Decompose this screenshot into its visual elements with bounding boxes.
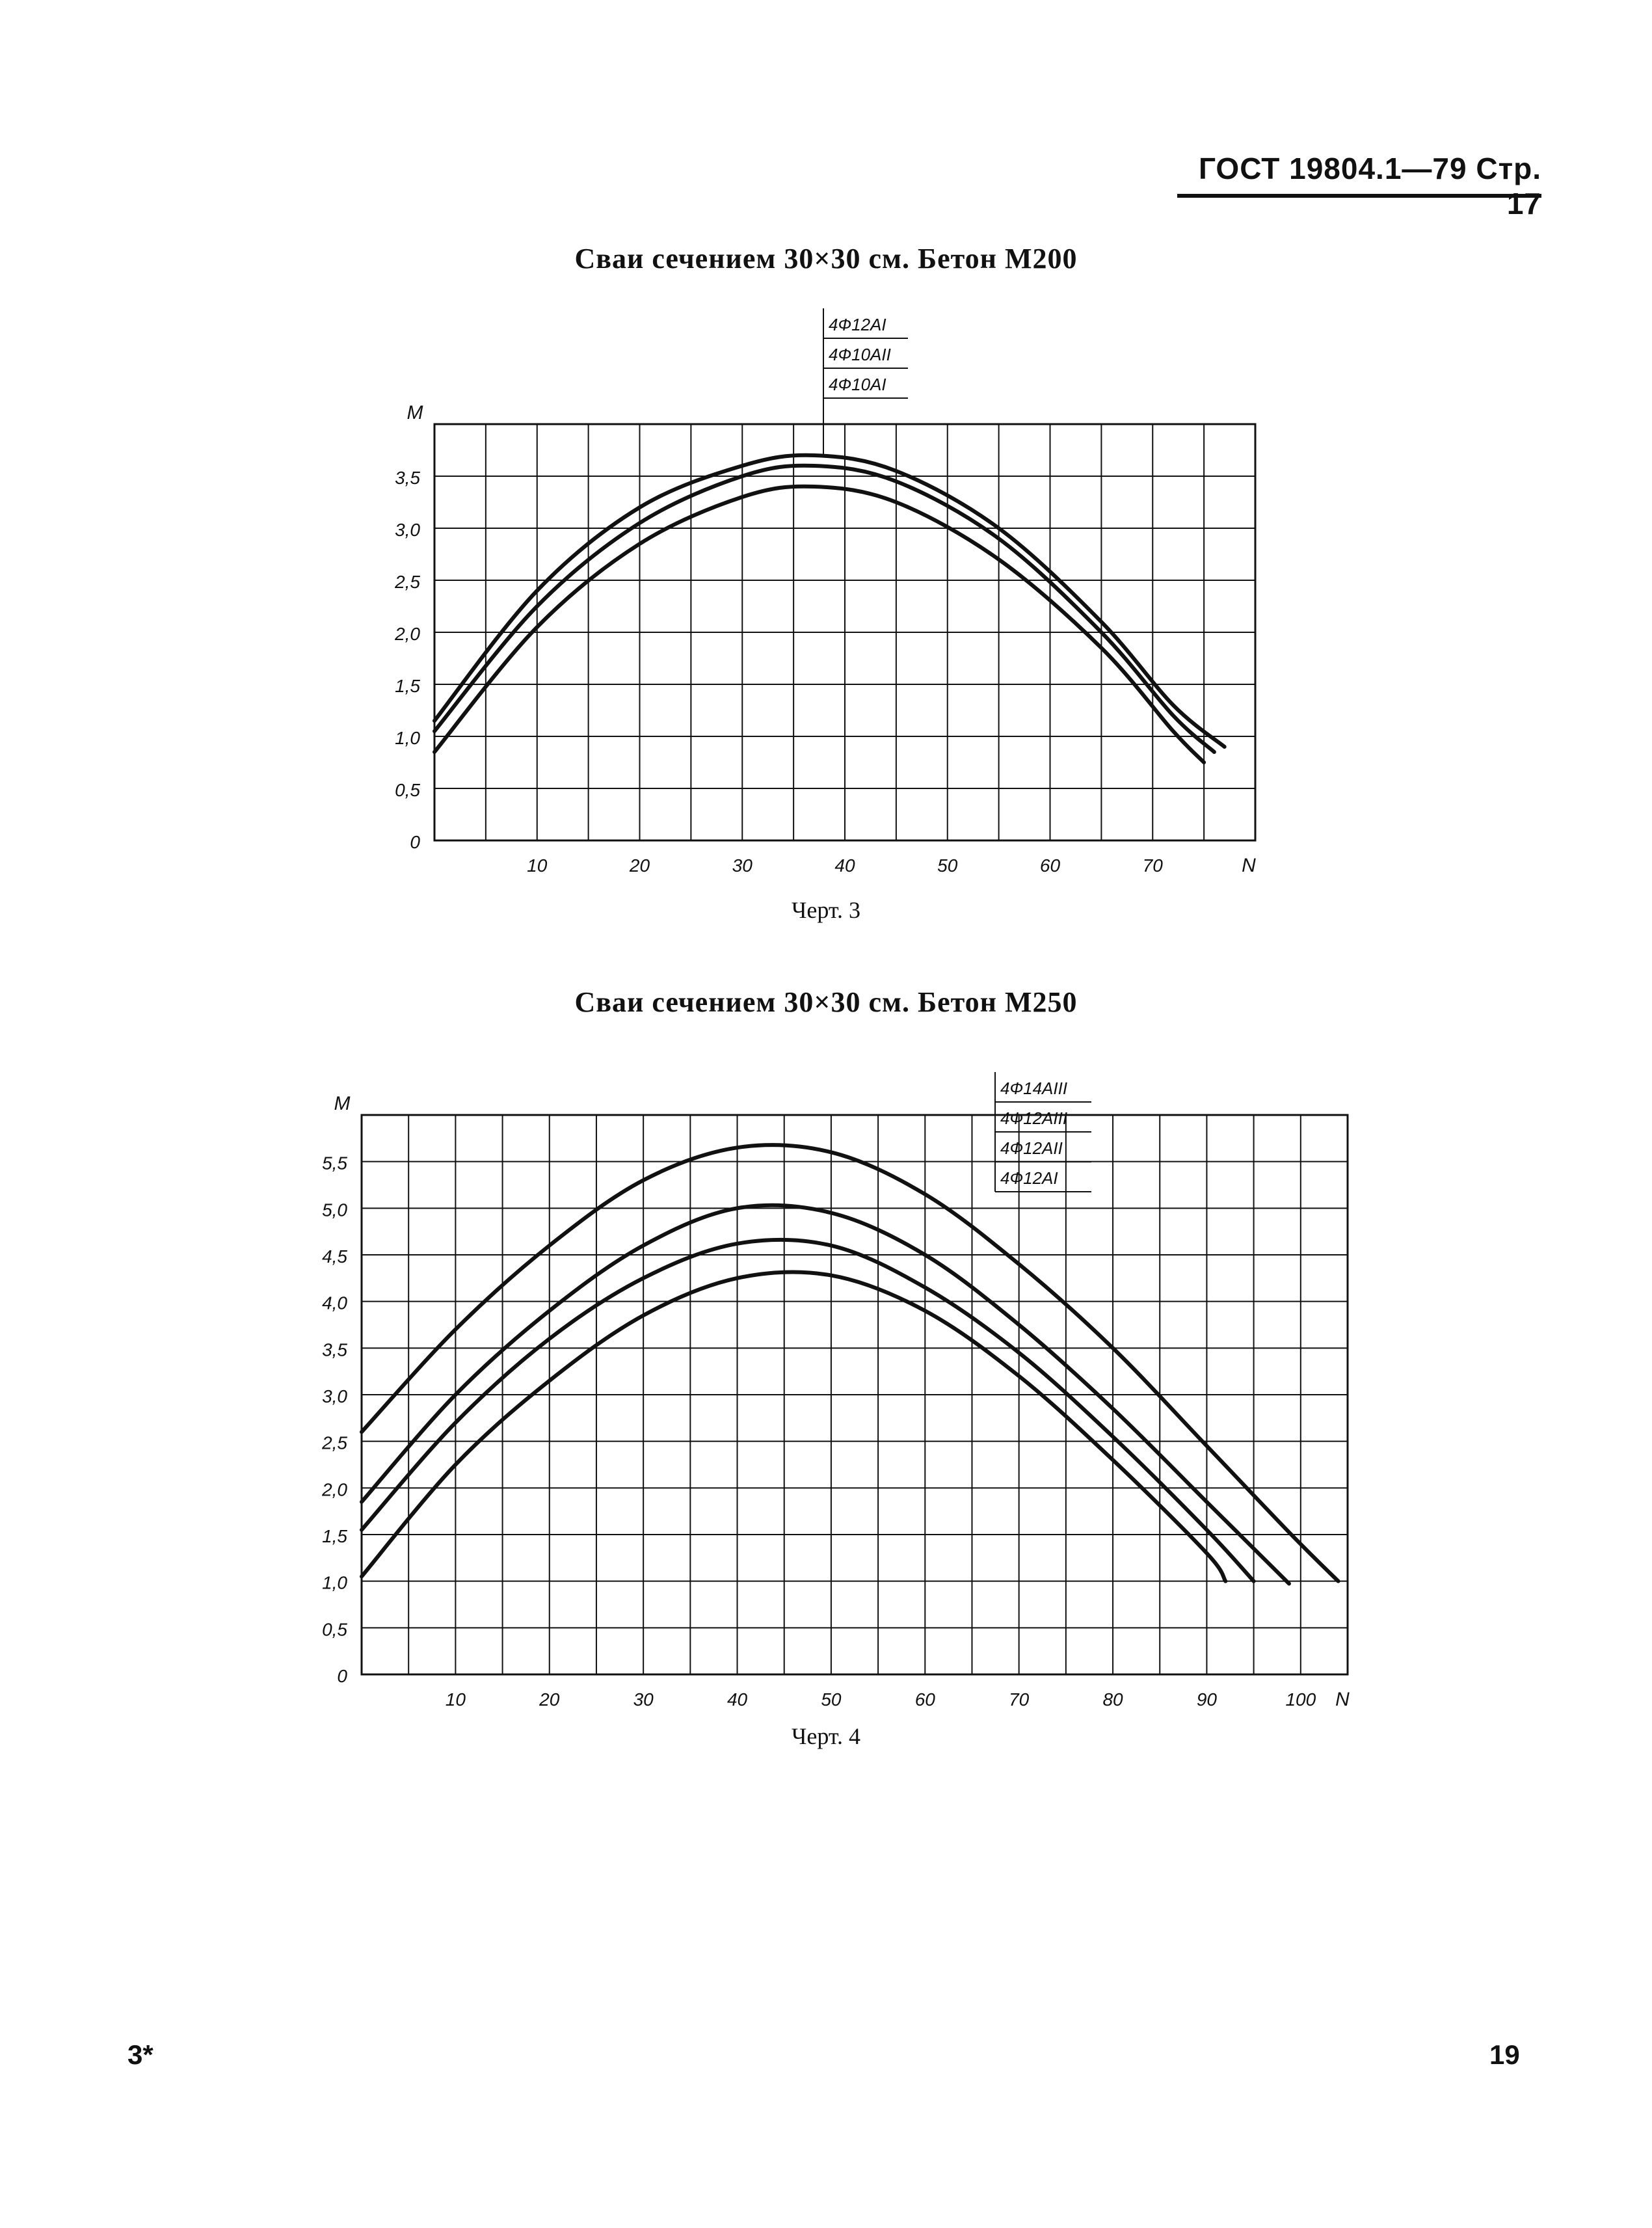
chart-2-y-tick: 0 — [337, 1666, 347, 1686]
chart-2-y-tick: 0,5 — [322, 1619, 347, 1639]
chart-2-x-tick: 70 — [1009, 1689, 1030, 1710]
chart-1-title: Сваи сечением 30×30 см. Бетон М200 — [574, 243, 1078, 275]
chart-2-legend-item: 4Ф12АII — [1000, 1138, 1063, 1158]
chart-1-legend-item: 4Ф10АI — [829, 375, 886, 394]
chart-2-y-tick: 1,0 — [322, 1573, 347, 1593]
chart-2-x-tick: 20 — [539, 1689, 560, 1710]
chart-2-x-tick: 60 — [915, 1689, 936, 1710]
chart-2-legend-item: 4Ф12АI — [1000, 1168, 1058, 1188]
chart-1-y-tick: 2,5 — [394, 572, 420, 592]
chart-1-ylabel: M — [407, 402, 423, 423]
chart-2-caption: Черт. 4 — [792, 1723, 860, 1749]
chart-2-y-tick: 2,5 — [321, 1433, 347, 1453]
chart-1-y-tick: 3,5 — [395, 468, 420, 488]
chart-2-y-tick: 2,0 — [321, 1479, 347, 1499]
chart-2-y-tick: 3,0 — [322, 1386, 347, 1406]
chart-2-y-tick: 5,0 — [322, 1200, 347, 1220]
chart-1-x-tick: 60 — [1040, 855, 1061, 876]
header-rule — [1177, 194, 1541, 198]
chart-1-y-tick: 0,5 — [395, 780, 420, 800]
chart-2-y-tick: 3,5 — [322, 1339, 347, 1360]
chart-1-x-tick: 50 — [937, 855, 958, 876]
chart-1-x-tick: 10 — [527, 855, 548, 876]
chart-2-ylabel: M — [334, 1093, 351, 1114]
chart-1-y-tick: 1,5 — [395, 676, 420, 696]
chart-2: 0 0,5 1,0 1,5 2,0 2,5 3,0 3,5 4,0 4,5 5,0 5,5 10 20 30… — [321, 1072, 1350, 1710]
chart-2-series-3-line — [360, 1237, 1256, 1583]
chart-2-xlabel: N — [1335, 1689, 1350, 1710]
chart-1-legend-item: 4Ф12АI — [829, 315, 886, 334]
chart-2-x-tick: 30 — [633, 1689, 654, 1710]
chart-1-y-tick: 0 — [410, 832, 420, 852]
chart-1-x-tick: 40 — [834, 855, 855, 876]
chart-2-legend-item: 4Ф12АIII — [1000, 1108, 1067, 1128]
chart-2-series-4-line — [360, 1270, 1228, 1583]
chart-1-x-tick: 70 — [1143, 855, 1164, 876]
chart-1-series-3-line — [433, 484, 1206, 764]
chart-2-y-tick: 5,5 — [322, 1153, 347, 1174]
chart-1-series-1-line — [433, 453, 1227, 749]
page-header: ГОСТ 19804.1—79 Стр. 17 — [1198, 152, 1541, 221]
chart-2-x-tick: 90 — [1197, 1689, 1218, 1710]
chart-1-x-tick: 20 — [629, 855, 650, 876]
chart-1-xlabel: N — [1242, 855, 1256, 876]
chart-1-frame — [433, 423, 1257, 842]
chart-2-y-tick: 1,5 — [322, 1526, 347, 1546]
chart-2-x-tick: 80 — [1102, 1689, 1123, 1710]
footer-right: 19 — [1489, 2039, 1520, 2070]
chart-2-x-tick: 40 — [727, 1689, 748, 1710]
chart-2-x-tick: 100 — [1285, 1689, 1316, 1710]
chart-1-x-tick: 30 — [732, 855, 753, 876]
chart-2-x-tick: 50 — [821, 1689, 842, 1710]
chart-2-legend-item: 4Ф14АIII — [1000, 1079, 1067, 1098]
chart-1-legend-item: 4Ф10АII — [829, 345, 891, 364]
chart-2-y-tick: 4,0 — [322, 1293, 347, 1313]
chart-2-y-tick: 4,5 — [322, 1246, 347, 1267]
chart-1: 0 0,5 1,0 1,5 2,0 2,5 3,0 3,5 10 20 30 40 50 60 70 M N 4Ф… — [394, 308, 1257, 876]
chart-2-series-1-line — [360, 1143, 1340, 1583]
chart-1-y-tick: 3,0 — [395, 520, 420, 540]
chart-2-frame — [360, 1114, 1349, 1676]
chart-2-title: Сваи сечением 30×30 см. Бетон М250 — [574, 986, 1078, 1018]
chart-1-y-tick: 1,0 — [395, 728, 420, 748]
chart-1-y-tick: 2,0 — [394, 624, 420, 644]
footer-left: 3* — [127, 2039, 153, 2070]
chart-2-series-2-line — [360, 1203, 1291, 1586]
chart-1-series-2-line — [433, 463, 1216, 754]
chart-2-x-tick: 10 — [446, 1689, 466, 1710]
chart-1-caption: Черт. 3 — [792, 897, 860, 923]
